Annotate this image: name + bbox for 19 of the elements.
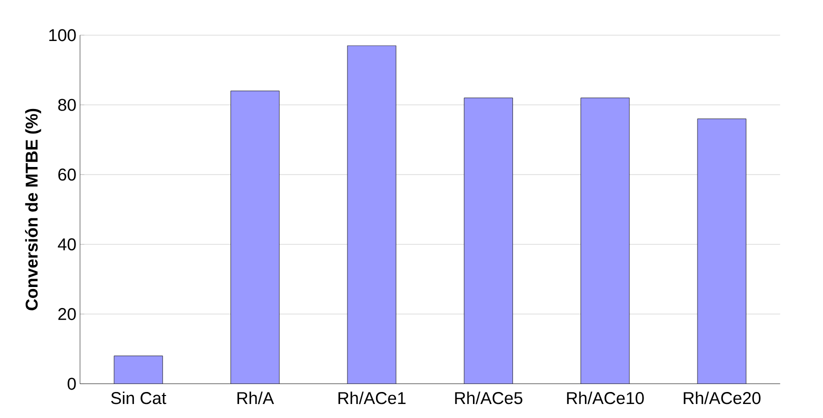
y-tick-label: 100 — [49, 29, 76, 42]
y-tick-label: 0 — [68, 378, 76, 390]
bar — [697, 118, 746, 384]
bar — [114, 356, 163, 384]
y-tick-label: 40 — [58, 238, 76, 250]
x-tick-label: Rh/ACe20 — [684, 392, 761, 404]
bar — [580, 98, 630, 384]
x-tick-label: Rh/A — [237, 392, 274, 404]
x-tick-label: Rh/ACe5 — [455, 392, 522, 404]
x-tick-label: Sin Cat — [111, 392, 166, 404]
y-tick-label: 20 — [58, 308, 76, 320]
bar — [347, 46, 396, 384]
y-tick-label: 60 — [58, 168, 76, 181]
y-tick-label: 80 — [58, 98, 76, 111]
bar — [464, 98, 513, 384]
y-axis-title: Conversión de MTBE (%) — [25, 108, 42, 310]
bar — [230, 90, 280, 384]
x-tick-label: Rh/ACe1 — [338, 392, 406, 404]
x-tick-label: Rh/ACe10 — [567, 392, 644, 404]
